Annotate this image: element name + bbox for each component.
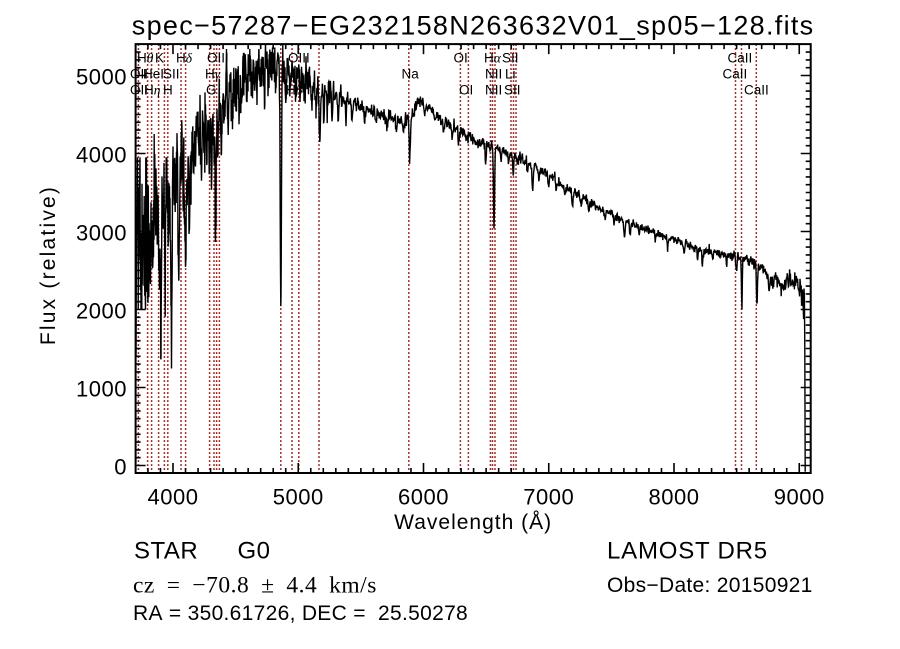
svg-text:Hδ: Hδ (176, 51, 193, 66)
svg-text:SII: SII (504, 83, 521, 98)
svg-text:Hα: Hα (484, 51, 502, 66)
svg-text:4000: 4000 (76, 143, 127, 168)
svg-text:1000: 1000 (76, 377, 127, 402)
svg-text:HeI: HeI (143, 67, 164, 82)
svg-text:OIII: OIII (288, 51, 310, 66)
svg-text:7000: 7000 (523, 485, 574, 510)
svg-text:spec−57287−EG232158N263632V01_: spec−57287−EG232158N263632V01_sp05−128.f… (132, 11, 815, 41)
svg-text:OII: OII (130, 67, 148, 82)
svg-text:2000: 2000 (76, 299, 127, 324)
svg-text:5000: 5000 (76, 65, 127, 90)
svg-text:SII: SII (502, 51, 519, 66)
svg-text:5000: 5000 (273, 485, 324, 510)
svg-text:NII: NII (485, 83, 502, 98)
svg-text:Obs−Date: 20150921: Obs−Date: 20150921 (607, 574, 813, 597)
svg-text:Flux (relative): Flux (relative) (37, 185, 60, 345)
svg-text:H: H (163, 83, 173, 98)
svg-text:CaII: CaII (744, 83, 769, 98)
svg-text:SII: SII (163, 67, 180, 82)
svg-text:0: 0 (114, 455, 127, 480)
svg-text:G: G (206, 83, 217, 98)
svg-text:RA = 350.61726, DEC = 25.5027: RA = 350.61726, DEC = 25.50278 (133, 602, 468, 625)
svg-text:OI: OI (459, 83, 473, 98)
svg-text:K: K (155, 51, 164, 66)
svg-text:Hθ: Hθ (137, 51, 154, 66)
svg-text:CaII: CaII (728, 51, 753, 66)
svg-text:cz = −70.8 ± 4.4 km/s: cz = −70.8 ± 4.4 km/s (133, 573, 377, 599)
svg-text:STAR: STAR (134, 538, 198, 565)
svg-text:OIII: OIII (207, 51, 229, 66)
svg-text:NII: NII (485, 67, 502, 82)
svg-text:Wavelength (Å): Wavelength (Å) (394, 511, 552, 534)
svg-text:Li: Li (505, 67, 516, 82)
svg-text:9000: 9000 (774, 485, 825, 510)
svg-text:4000: 4000 (148, 485, 199, 510)
svg-text:3000: 3000 (76, 221, 127, 246)
svg-text:OI: OI (454, 51, 468, 66)
svg-text:CaII: CaII (723, 67, 748, 82)
svg-text:G0: G0 (238, 538, 271, 565)
svg-text:Hγ: Hγ (205, 67, 221, 82)
svg-text:OII: OII (130, 83, 148, 98)
svg-text:6000: 6000 (398, 485, 449, 510)
svg-text:Na: Na (402, 67, 420, 82)
svg-text:Hβ: Hβ (286, 83, 303, 98)
svg-text:LAMOST DR5: LAMOST DR5 (607, 538, 768, 565)
svg-text:Hη: Hη (144, 83, 161, 98)
svg-text:8000: 8000 (649, 485, 700, 510)
